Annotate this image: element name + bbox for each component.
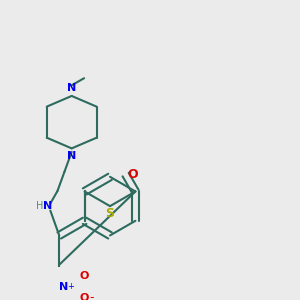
Text: +: +	[67, 282, 74, 291]
Text: N: N	[67, 83, 76, 93]
Text: H: H	[36, 201, 44, 211]
Text: O: O	[128, 168, 138, 181]
Text: N: N	[59, 282, 68, 292]
Text: O: O	[80, 271, 89, 281]
Text: -: -	[89, 291, 94, 300]
Text: N: N	[67, 152, 76, 161]
Text: S: S	[106, 207, 115, 220]
Text: O: O	[80, 292, 89, 300]
Text: N: N	[43, 201, 52, 211]
